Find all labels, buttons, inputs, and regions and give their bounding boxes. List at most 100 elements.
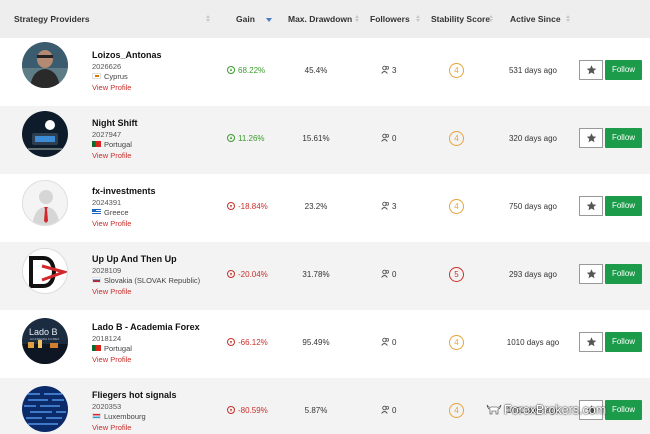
gain-down-icon <box>227 337 235 346</box>
provider-name[interactable]: Lado B - Academia Forex <box>92 322 200 332</box>
view-profile-link[interactable]: View Profile <box>92 355 132 364</box>
greece-flag-icon <box>92 209 101 216</box>
luxembourg-flag-icon <box>92 413 101 420</box>
favorite-button[interactable] <box>579 400 603 420</box>
gain-value: -20.04% <box>227 269 268 279</box>
view-profile-link[interactable]: View Profile <box>92 287 132 296</box>
gain-value: -18.84% <box>227 201 268 211</box>
view-profile-link[interactable]: View Profile <box>92 219 132 228</box>
followers-icon <box>381 134 390 143</box>
table-row: fx-investments 2024391 Greece View Profi… <box>0 174 650 242</box>
max-drawdown-value: 31.78% <box>302 270 330 279</box>
avatar[interactable] <box>22 248 68 294</box>
avatar[interactable] <box>22 42 68 88</box>
follow-button[interactable]: Follow <box>605 332 642 352</box>
followers-count: 0 <box>381 270 396 279</box>
portugal-flag-icon <box>92 345 101 352</box>
followers-count: 0 <box>381 338 396 347</box>
gain-value: -80.59% <box>227 405 268 415</box>
stability-score-badge: 4 <box>449 335 464 350</box>
followers-icon <box>381 270 390 279</box>
active-since-value: 750 days ago <box>508 202 558 211</box>
follow-button[interactable]: Follow <box>605 264 642 284</box>
col-max-drawdown[interactable]: Max. Drawdown <box>288 14 353 24</box>
followers-icon <box>381 202 390 211</box>
slovakia-flag-icon <box>92 277 101 284</box>
followers-icon <box>381 406 390 415</box>
followers-count: 3 <box>381 66 396 75</box>
sort-icon[interactable] <box>354 15 360 23</box>
follow-button[interactable]: Follow <box>605 128 642 148</box>
star-icon <box>586 65 597 75</box>
avatar-lado-b-subtext: ACADEMIA FOREX <box>30 337 60 341</box>
portugal-flag-icon <box>92 141 101 148</box>
active-since-value: 1010 days ago <box>506 338 560 347</box>
provider-name[interactable]: Fliegers hot signals <box>92 390 177 400</box>
follow-button[interactable]: Follow <box>605 60 642 80</box>
favorite-button[interactable] <box>579 264 603 284</box>
followers-count: 0 <box>381 134 396 143</box>
provider-name[interactable]: Night Shift <box>92 118 138 128</box>
provider-name[interactable]: Up Up And Then Up <box>92 254 177 264</box>
col-followers[interactable]: Followers <box>370 14 410 24</box>
followers-count: 3 <box>381 202 396 211</box>
gain-value: 11.26% <box>227 133 265 143</box>
gain-down-icon <box>227 405 235 414</box>
stability-score-badge: 4 <box>449 63 464 78</box>
stability-score-badge: 4 <box>449 199 464 214</box>
active-since-value: 1050 days ago <box>506 406 560 415</box>
forexbrokers-watermark: ForexBrokers.com <box>486 403 606 419</box>
sort-icon[interactable] <box>415 15 421 23</box>
gain-value: 68.22% <box>227 65 265 75</box>
sort-icon[interactable] <box>565 15 571 23</box>
avatar-lado-b-text: Lado B <box>29 327 58 337</box>
favorite-button[interactable] <box>579 128 603 148</box>
gain-up-icon <box>227 133 235 142</box>
view-profile-link[interactable]: View Profile <box>92 423 132 432</box>
active-since-value: 293 days ago <box>508 270 558 279</box>
stability-score-badge: 4 <box>449 131 464 146</box>
follow-button[interactable]: Follow <box>605 400 642 420</box>
max-drawdown-value: 45.4% <box>304 66 328 75</box>
view-profile-link[interactable]: View Profile <box>92 83 132 92</box>
max-drawdown-value: 23.2% <box>304 202 328 211</box>
avatar[interactable] <box>22 386 68 432</box>
star-icon <box>586 337 597 347</box>
provider-country: Portugal <box>92 140 132 149</box>
provider-country: Greece <box>92 208 129 217</box>
provider-id: 2018124 <box>92 334 122 343</box>
table-row: Up Up And Then Up 2028109 Slovakia (SLOV… <box>0 242 650 310</box>
favorite-button[interactable] <box>579 196 603 216</box>
avatar[interactable] <box>22 180 68 226</box>
provider-name[interactable]: Loizos_Antonas <box>92 50 162 60</box>
sort-icon[interactable] <box>205 15 211 23</box>
favorite-button[interactable] <box>579 332 603 352</box>
table-row: Loizos_Antonas 2026626 Cyprus View Profi… <box>0 38 650 106</box>
stability-score-badge: 5 <box>449 267 464 282</box>
col-gain[interactable]: Gain <box>236 14 255 24</box>
provider-name[interactable]: fx-investments <box>92 186 156 196</box>
star-icon <box>586 405 597 415</box>
followers-icon <box>381 66 390 75</box>
star-icon <box>586 201 597 211</box>
follow-button[interactable]: Follow <box>605 196 642 216</box>
table-row: Night Shift 2027947 Portugal View Profil… <box>0 106 650 174</box>
provider-country: Slovakia (SLOVAK Republic) <box>92 276 200 285</box>
max-drawdown-value: 15.61% <box>302 134 330 143</box>
col-active-since[interactable]: Active Since <box>510 14 561 24</box>
avatar[interactable] <box>22 111 68 157</box>
col-stability-score[interactable]: Stability Score <box>431 14 491 24</box>
gain-down-icon <box>227 269 235 278</box>
followers-icon <box>381 338 390 347</box>
avatar[interactable]: Lado B ACADEMIA FOREX <box>22 318 68 364</box>
sort-descending-icon[interactable] <box>266 18 272 22</box>
view-profile-link[interactable]: View Profile <box>92 151 132 160</box>
cyprus-flag-icon <box>92 73 101 80</box>
favorite-button[interactable] <box>579 60 603 80</box>
sort-icon[interactable] <box>488 15 494 23</box>
table-header: Strategy Providers Gain Max. Drawdown Fo… <box>0 0 650 38</box>
provider-id: 2024391 <box>92 198 122 207</box>
col-strategy-providers[interactable]: Strategy Providers <box>14 14 90 24</box>
provider-id: 2028109 <box>92 266 122 275</box>
active-since-value: 320 days ago <box>508 134 558 143</box>
